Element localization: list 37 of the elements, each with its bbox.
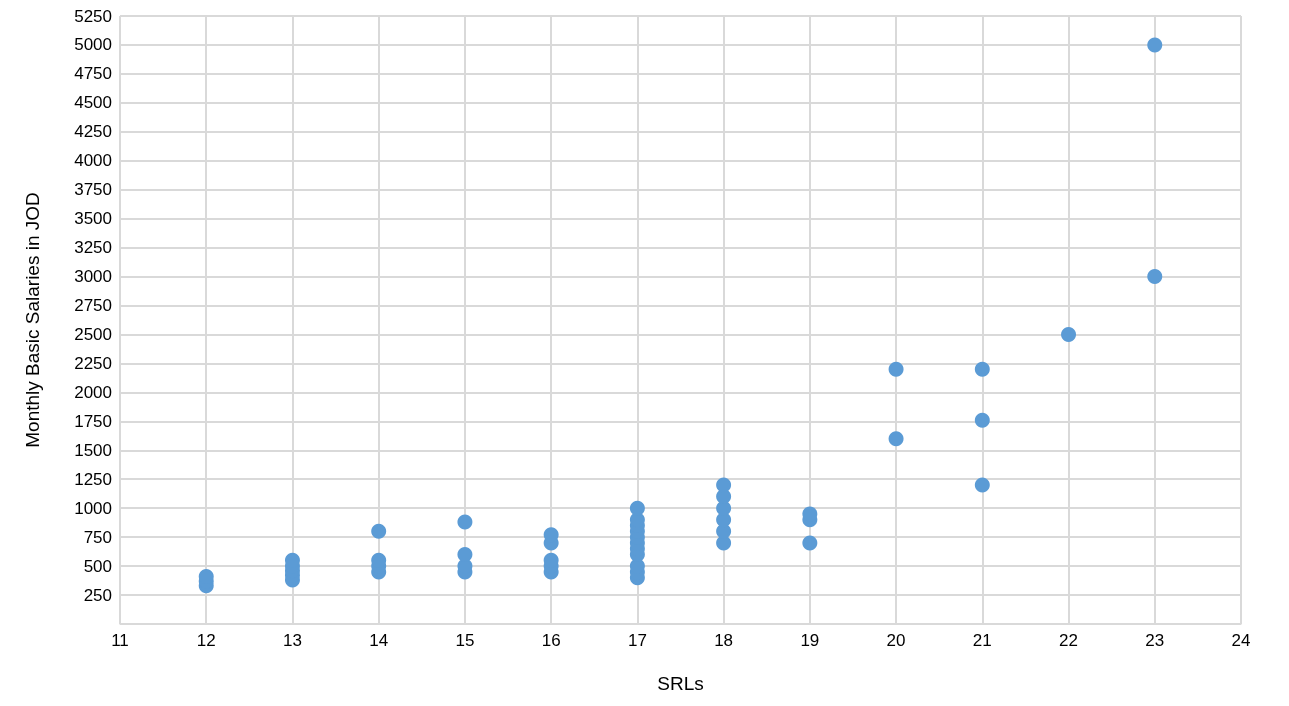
x-tick-label: 17: [627, 631, 647, 650]
x-tick-label: 14: [369, 631, 389, 650]
y-axis-title: Monthly Basic Salaries in JOD: [22, 192, 43, 448]
y-tick-label: 1000: [74, 498, 112, 518]
y-tick-label: 250: [83, 585, 112, 605]
y-tick-label: 2750: [74, 296, 112, 316]
y-tick-label: 1750: [74, 411, 112, 431]
y-tick-label: 3000: [74, 267, 112, 287]
x-tick-label: 11: [111, 631, 129, 650]
y-tick-label: 5250: [74, 6, 112, 26]
x-tick-label: 12: [196, 631, 216, 650]
y-tick-label: 3250: [74, 238, 112, 258]
y-tick-label: 2000: [74, 382, 112, 402]
y-tick-label: 2250: [74, 353, 112, 373]
y-tick-label: 750: [83, 527, 112, 547]
x-tick-label: 24: [1231, 631, 1251, 650]
y-tick-label: 5000: [74, 35, 112, 55]
y-tick-label: 2500: [74, 324, 112, 344]
y-tick-label: 4750: [74, 64, 112, 84]
x-axis-title: SRLs: [657, 673, 704, 694]
x-tick-label: 13: [283, 631, 302, 650]
x-tick-label: 16: [541, 631, 561, 650]
y-tick-label: 4000: [74, 151, 112, 171]
x-tick-label: 15: [455, 631, 475, 650]
y-tick-label: 1500: [74, 440, 112, 460]
x-tick-label: 21: [972, 631, 992, 650]
x-tick-label: 20: [886, 631, 906, 650]
x-tick-label: 22: [1059, 631, 1078, 650]
y-tick-label: 1250: [74, 469, 112, 489]
x-tick-label: 18: [714, 631, 734, 650]
x-tick-label: 23: [1145, 631, 1165, 650]
y-tick-label: 3750: [74, 180, 112, 200]
y-tick-label: 3500: [74, 209, 112, 229]
y-tick-label: 4250: [74, 122, 112, 142]
y-tick-label: 4500: [74, 93, 112, 113]
y-tick-label: 500: [83, 556, 112, 576]
x-tick-label: 19: [800, 631, 820, 650]
